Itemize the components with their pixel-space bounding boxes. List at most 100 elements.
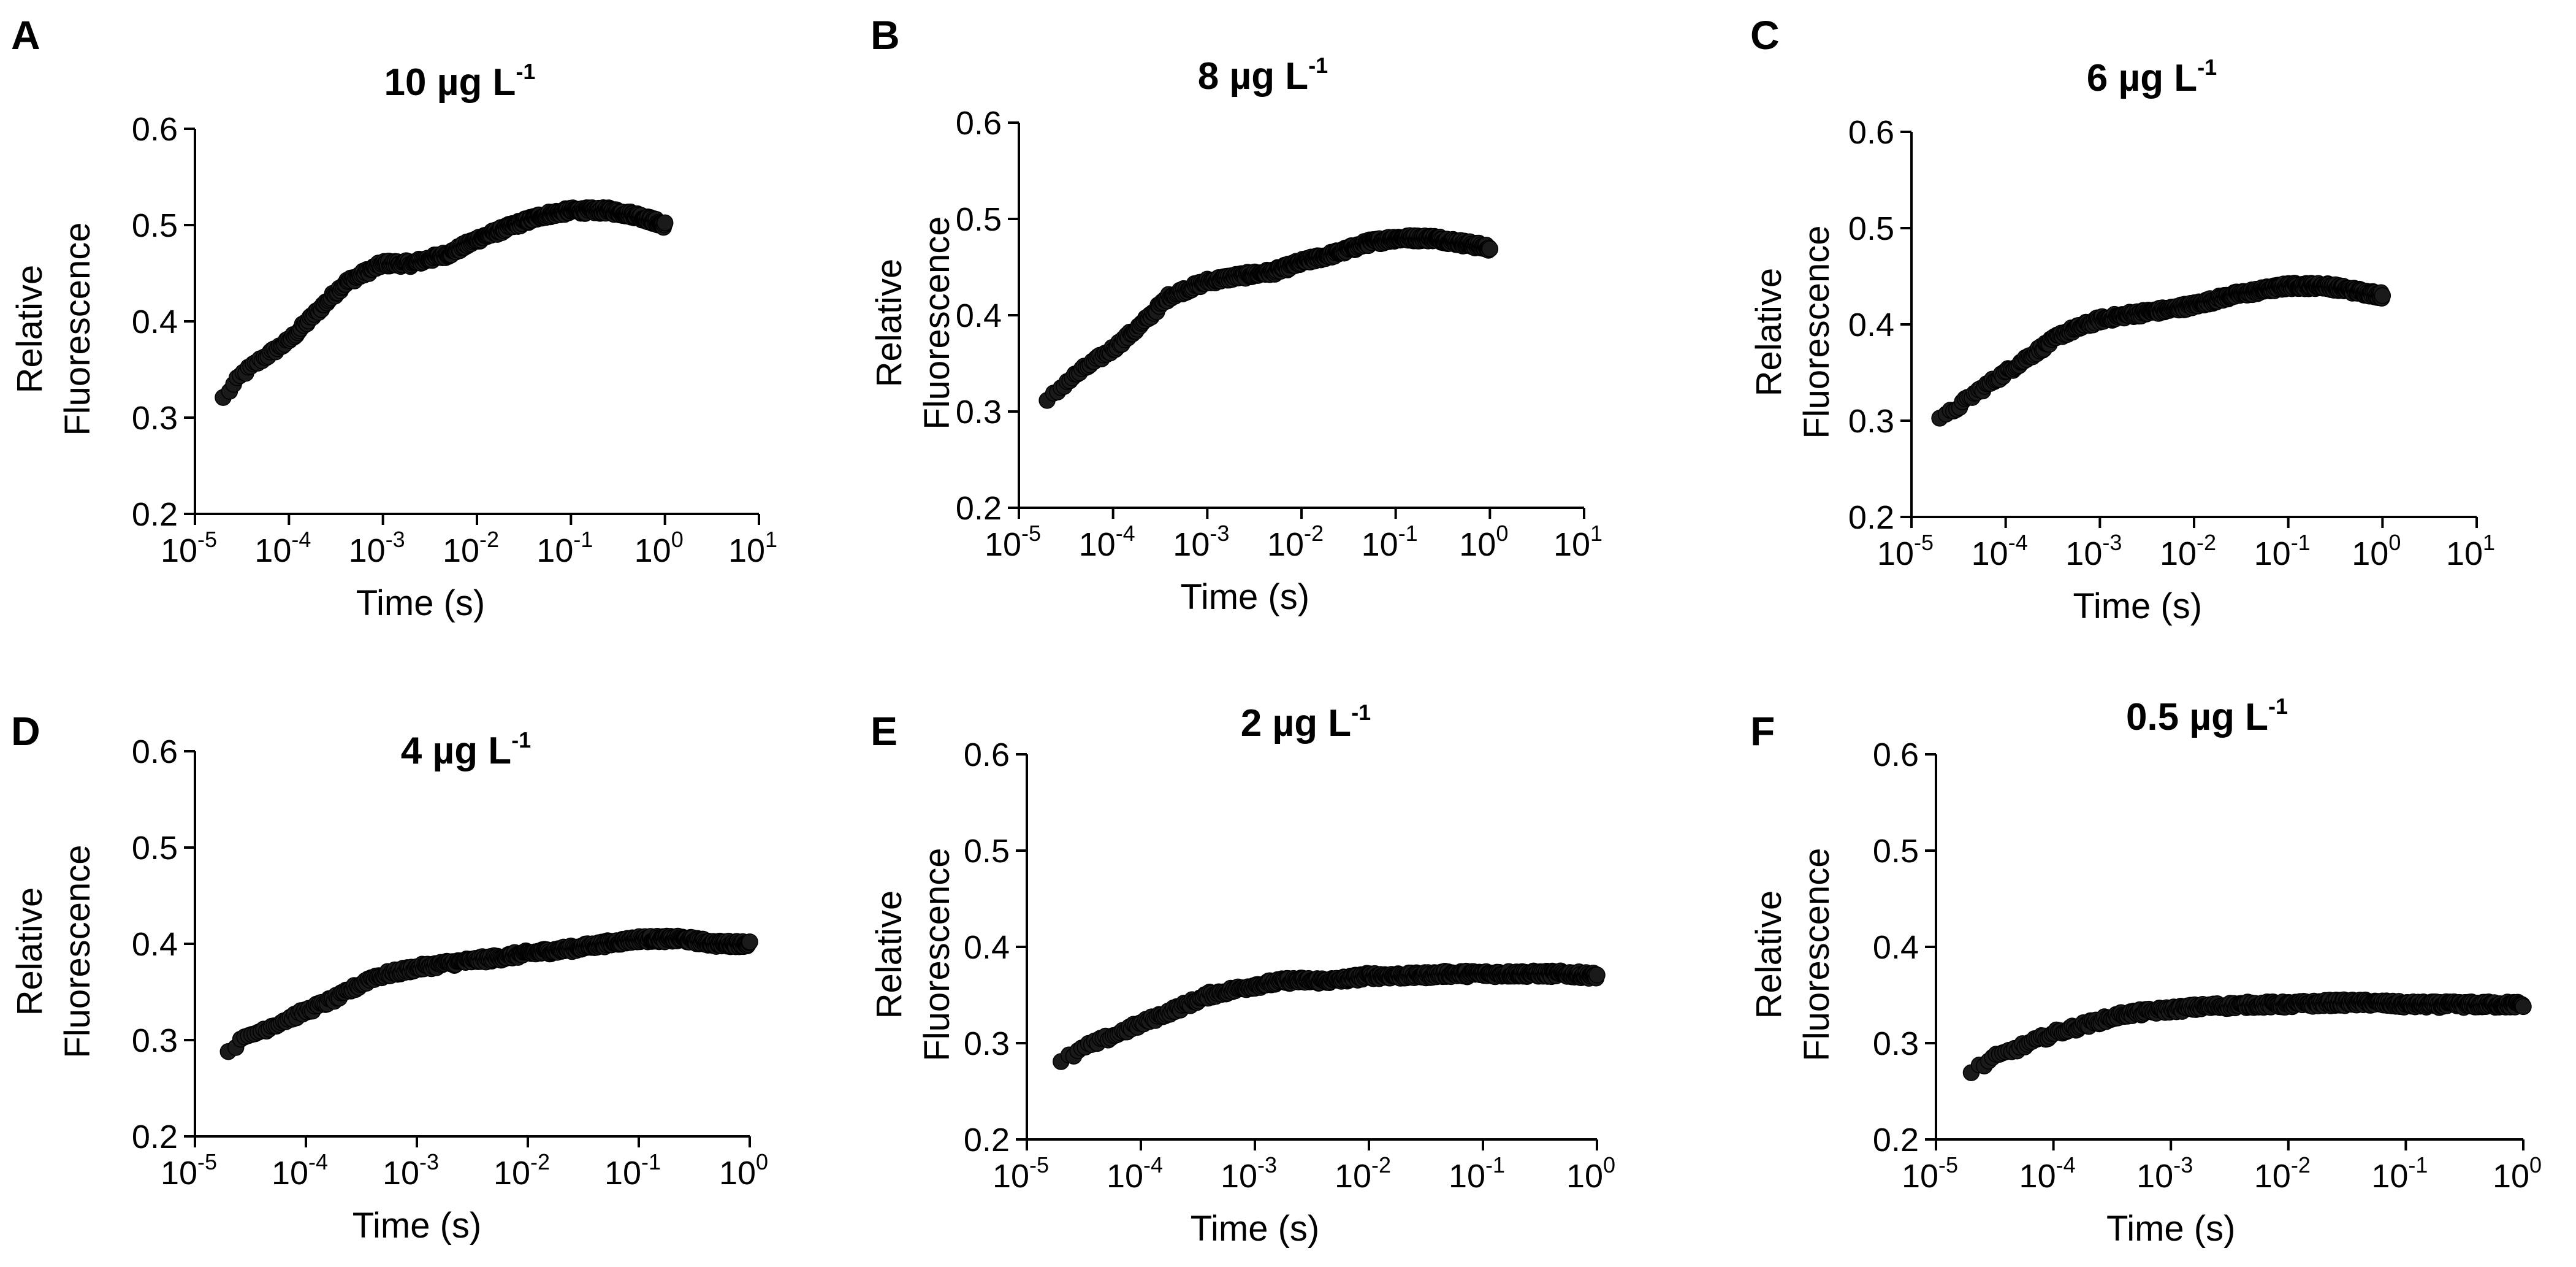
y-axis-label-line: Fluorescence	[917, 216, 957, 429]
panel-title: 8 µg L-1	[1198, 53, 1328, 98]
panel-label: F	[1750, 708, 1775, 754]
x-tick-label: 101	[1553, 521, 1602, 563]
x-tick-label: 10-1	[2371, 1152, 2428, 1195]
x-tick-label: 10-3	[1173, 521, 1229, 563]
x-axis-label: Time (s)	[2106, 1209, 2235, 1249]
data-series	[215, 199, 674, 406]
data-series	[1962, 991, 2532, 1081]
data-series	[1053, 962, 1606, 1070]
panel-label: E	[871, 708, 897, 754]
panel-title: 4 µg L-1	[401, 727, 531, 772]
y-tick-label: 0.2	[1848, 499, 1894, 536]
y-axis-label-line: Fluorescence	[58, 844, 97, 1058]
y-tick-label: 0.6	[956, 105, 1002, 142]
panel-title: 0.5 µg L-1	[2126, 694, 2288, 738]
y-tick-label: 0.2	[964, 1122, 1010, 1158]
y-tick-label: 0.6	[132, 733, 178, 770]
data-point	[2374, 287, 2391, 304]
x-axis-label: Time (s)	[1181, 577, 1309, 617]
data-series	[1931, 275, 2391, 427]
x-tick-label: 10-1	[1449, 1152, 1505, 1195]
panel-f: F 0.5 µg L-1 0.2 0.3 0.4 0.5 0.6 10-5 10-4 10-3 10…	[1749, 694, 2542, 1249]
y-tick-label: 0.2	[132, 1119, 178, 1155]
y-tick-label: 0.6	[964, 737, 1010, 773]
panel-d: D 4 µg L-1 0.2 0.3 0.4 0.5 0.6 10-5 10-4 10-3 10-2…	[10, 708, 768, 1246]
y-tick-label: 0.4	[132, 304, 178, 340]
y-tick-label: 0.3	[132, 400, 178, 437]
panel-label: A	[11, 12, 40, 58]
y-axis-label-line: Relative	[1749, 890, 1789, 1019]
x-tick-label: 10-4	[1972, 530, 2028, 572]
data-series	[219, 927, 758, 1060]
y-tick-label: 0.4	[956, 297, 1002, 334]
x-tick-label: 10-3	[383, 1149, 439, 1192]
panel-title: 2 µg L-1	[1241, 700, 1371, 745]
x-tick-label: 10-2	[2160, 530, 2216, 572]
x-axis-label: Time (s)	[2073, 586, 2202, 626]
data-point	[1481, 240, 1499, 258]
x-tick-label: 10-1	[536, 527, 593, 569]
x-tick-label: 10-1	[1362, 521, 1418, 563]
x-tick-label: 10-2	[443, 527, 499, 569]
x-tick-label: 100	[1459, 521, 1508, 563]
x-tick-label: 10-1	[604, 1149, 661, 1192]
panel-c: C 6 µg L-1 0.2 0.3 0.4 0.5 0.6 10-5 10-4 10-3 10-2…	[1749, 12, 2495, 626]
panel-title: 10 µg L-1	[384, 59, 536, 104]
panel-e: E 2 µg L-1 0.2 0.3 0.4 0.5 0.6 10-5 10-4 10-3 10-2…	[869, 700, 1615, 1249]
y-tick-label: 0.3	[132, 1022, 178, 1059]
x-tick-label: 100	[634, 527, 684, 569]
panel-title: 6 µg L-1	[2087, 55, 2217, 99]
y-tick-label: 0.3	[964, 1025, 1010, 1062]
data-series	[1038, 227, 1499, 409]
x-tick-label: 10-3	[1221, 1152, 1277, 1195]
panel-b: B 8 µg L-1 0.2 0.3 0.4 0.5 0.6 10-5 10-4 10-3 10-2…	[869, 12, 1602, 617]
y-axis-label-line: Fluorescence	[1797, 225, 1837, 438]
y-axis-label-line: Fluorescence	[58, 222, 97, 435]
x-tick-label: 10-1	[2254, 530, 2311, 572]
panel-label: D	[11, 708, 40, 754]
y-axis-label-line: Fluorescence	[917, 848, 957, 1061]
data-point	[656, 214, 674, 232]
x-axis-label: Time (s)	[352, 1206, 481, 1246]
y-tick-label: 0.4	[964, 929, 1010, 966]
x-tick-label: 10-3	[2136, 1152, 2193, 1195]
x-tick-label: 100	[719, 1149, 768, 1192]
y-tick-label: 0.6	[1848, 114, 1894, 151]
x-tick-label: 10-4	[2019, 1152, 2076, 1195]
data-point	[741, 933, 758, 951]
x-tick-label: 10-5	[985, 521, 1041, 563]
y-tick-label: 0.6	[1873, 737, 1919, 773]
y-tick-label: 0.3	[1848, 403, 1894, 440]
x-tick-label: 10-2	[1267, 521, 1324, 563]
y-tick-label: 0.2	[1873, 1122, 1919, 1158]
x-tick-label: 10-4	[272, 1149, 328, 1192]
data-point	[1588, 967, 1606, 984]
x-tick-label: 100	[2493, 1152, 2542, 1195]
x-tick-label: 101	[728, 527, 777, 569]
panel-label: B	[871, 12, 900, 58]
x-tick-label: 10-5	[993, 1152, 1049, 1195]
y-tick-label: 0.4	[1848, 307, 1894, 343]
y-axis-label-line: Relative	[1749, 268, 1789, 397]
y-tick-label: 0.4	[1873, 929, 1919, 966]
y-tick-label: 0.5	[1848, 210, 1894, 247]
y-axis-label-line: Relative	[869, 259, 909, 388]
y-axis-label-line: Fluorescence	[1797, 848, 1837, 1061]
x-tick-label: 10-5	[161, 1149, 217, 1192]
x-tick-label: 10-2	[1335, 1152, 1391, 1195]
y-tick-label: 0.6	[132, 111, 178, 148]
y-tick-label: 0.5	[956, 201, 1002, 238]
panel-label: C	[1750, 12, 1780, 58]
x-tick-label: 10-5	[1877, 530, 1934, 572]
x-tick-label: 10-3	[2065, 530, 2122, 572]
y-tick-label: 0.3	[1873, 1025, 1919, 1062]
y-tick-label: 0.5	[964, 833, 1010, 870]
x-tick-label: 10-4	[1107, 1152, 1163, 1195]
y-tick-label: 0.2	[132, 496, 178, 533]
x-tick-label: 10-4	[1079, 521, 1135, 563]
x-tick-label: 100	[1566, 1152, 1615, 1195]
x-tick-label: 10-4	[254, 527, 311, 569]
panel-a: A 10 µg L-1 0.2 0.3 0.4 0.5 0.6 10-5 10-4 10-3 10-…	[10, 12, 777, 623]
y-tick-label: 0.5	[132, 830, 178, 867]
